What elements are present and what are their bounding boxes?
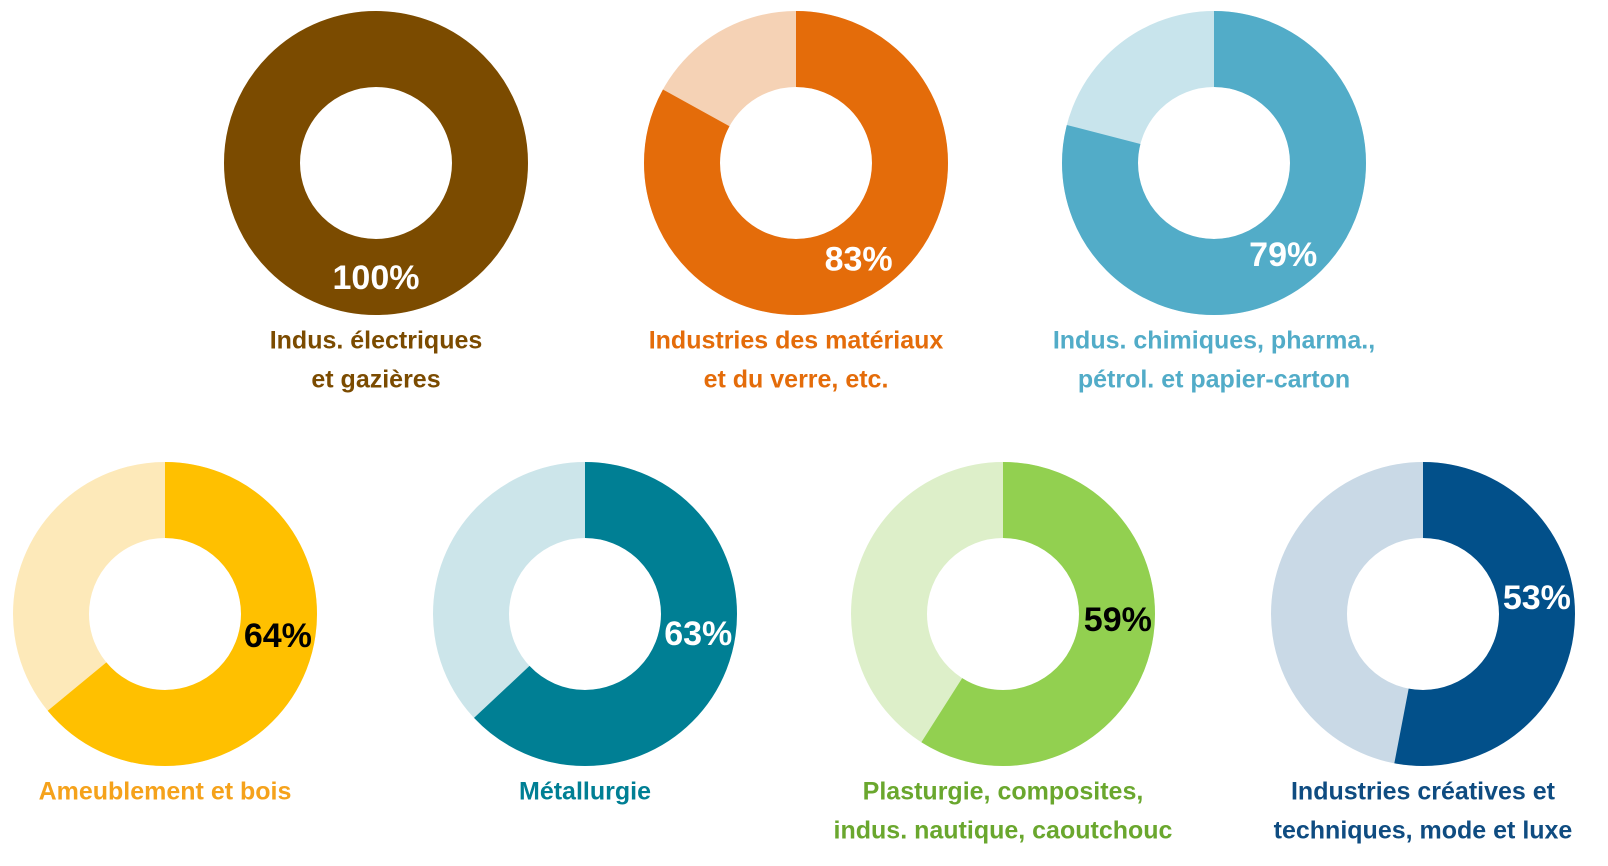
chart-title: Indus. chimiques, pharma., (1053, 327, 1375, 355)
value-label: 53% (1503, 579, 1571, 617)
value-label: 59% (1084, 601, 1152, 639)
donut-segment (1062, 11, 1366, 315)
chart-title: Industries créatives et (1291, 778, 1556, 806)
chart-title: techniques, mode et luxe (1274, 817, 1573, 845)
donut-segment (644, 11, 948, 315)
donut-segment (851, 462, 1155, 766)
value-label: 100% (333, 259, 420, 297)
donut-segment (1271, 462, 1575, 766)
chart-title: Industries des matériaux (649, 327, 944, 355)
chart-title: et du verre, etc. (704, 366, 889, 394)
chart-title: Ameublement et bois (39, 778, 292, 806)
chart-title: Plasturgie, composites, (863, 778, 1144, 806)
chart-title: Indus. électriques (270, 327, 483, 355)
value-label: 79% (1249, 236, 1317, 274)
chart-title: indus. nautique, caoutchouc (834, 817, 1173, 845)
donut-segment (13, 462, 317, 766)
donut-segment (433, 462, 737, 766)
chart-title: pétrol. et papier-carton (1078, 366, 1350, 394)
chart-title: et gazières (311, 366, 440, 394)
value-label: 64% (244, 617, 312, 655)
chart-title: Métallurgie (519, 778, 651, 806)
donut-segment (224, 11, 528, 315)
value-label: 63% (664, 615, 732, 653)
value-label: 83% (825, 240, 893, 278)
